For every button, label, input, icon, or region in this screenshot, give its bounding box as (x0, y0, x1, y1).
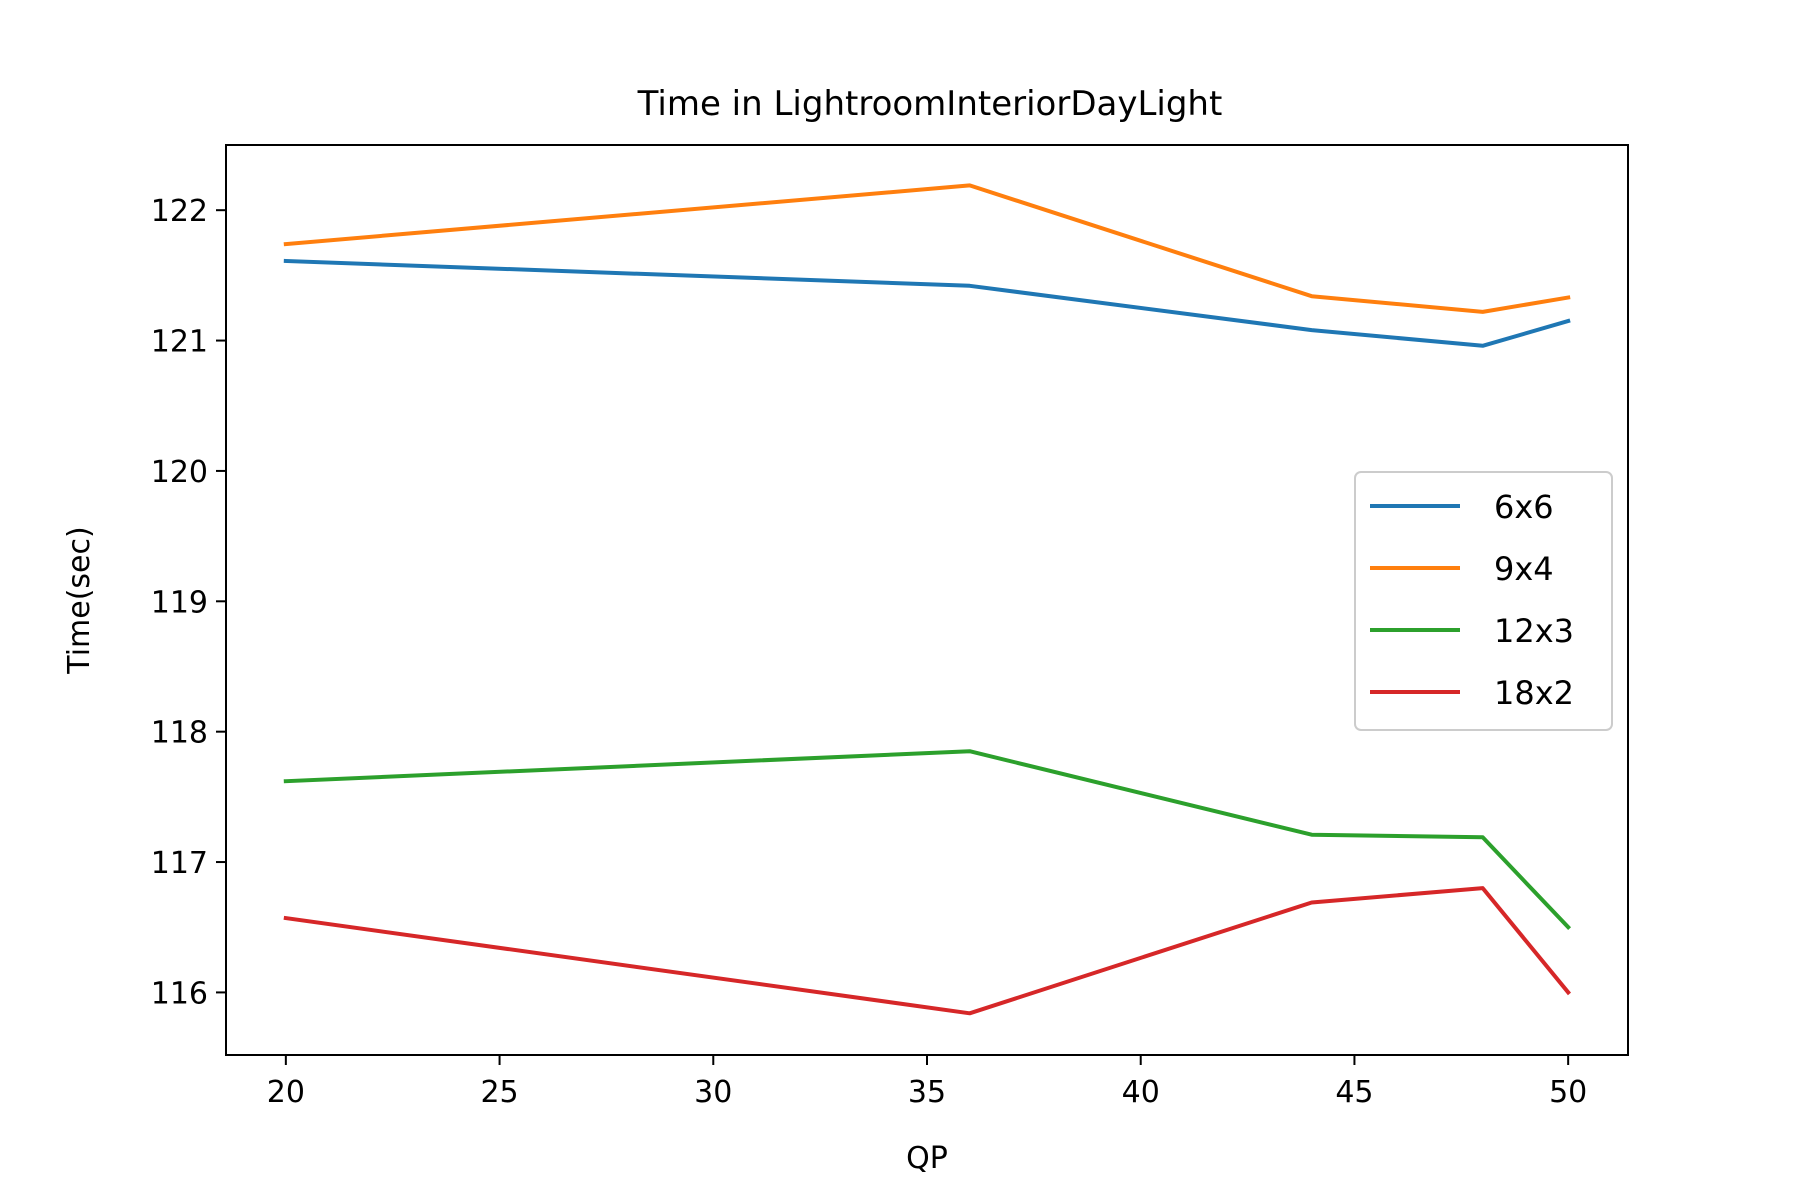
y-tick-label: 118 (151, 716, 208, 751)
chart-title: Time in LightroomInteriorDayLight (637, 84, 1223, 124)
x-axis: 20 25 30 35 40 45 50 (267, 1055, 1587, 1110)
legend-frame (1354, 471, 1613, 731)
legend-label-18x2: 18x2 (1494, 674, 1574, 712)
series-line-18x2 (283, 886, 1572, 1016)
plot-area (283, 183, 1572, 1016)
y-tick-label: 117 (151, 846, 208, 881)
x-tick-label: 25 (480, 1075, 518, 1110)
legend-label-9x4: 9x4 (1494, 550, 1554, 588)
series-line-9x4 (283, 183, 1571, 314)
legend: 6x6 9x4 12x3 18x2 (1354, 471, 1613, 731)
legend-label-6x6: 6x6 (1494, 488, 1554, 526)
legend-label-12x3: 12x3 (1494, 612, 1574, 650)
series-line-6x6 (283, 258, 1571, 348)
y-tick-label: 120 (151, 455, 208, 490)
x-tick-label: 20 (267, 1075, 305, 1110)
x-tick-label: 50 (1549, 1075, 1587, 1110)
x-tick-label: 30 (694, 1075, 732, 1110)
y-axis: 116 117 118 119 120 121 122 (151, 194, 226, 1011)
y-tick-label: 119 (151, 585, 208, 620)
y-tick-label: 121 (151, 325, 208, 360)
x-tick-label: 35 (908, 1075, 946, 1110)
y-tick-label: 122 (151, 194, 208, 229)
y-axis-label: Time(sec) (62, 526, 97, 674)
x-tick-label: 45 (1335, 1075, 1373, 1110)
x-tick-label: 40 (1122, 1075, 1160, 1110)
series-line-12x3 (283, 749, 1572, 931)
x-axis-label: QP (906, 1141, 948, 1176)
y-tick-label: 116 (151, 976, 208, 1011)
